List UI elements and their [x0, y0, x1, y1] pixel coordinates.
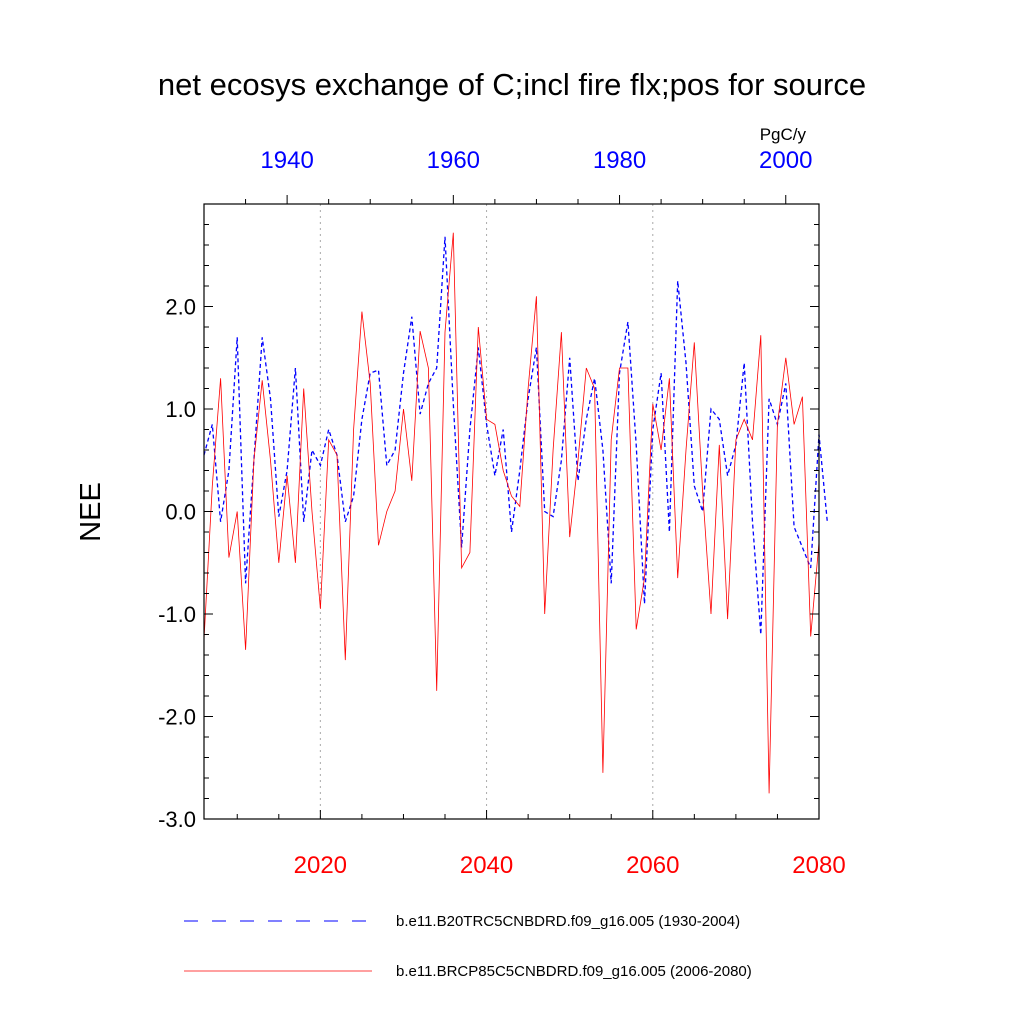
legend-label-2: b.e11.BRCP85C5CNBDRD.f09_g16.005 (2006-2…	[396, 963, 752, 980]
y-axis-label: NEE	[75, 482, 107, 542]
series-line-1	[203, 236, 828, 635]
legend-label-1: b.e11.B20TRC5CNBDRD.f09_g16.005 (1930-20…	[396, 913, 740, 930]
y-tick-label: -3.0	[158, 807, 196, 832]
legend: b.e11.B20TRC5CNBDRD.f09_g16.005 (1930-20…	[184, 913, 752, 980]
grid-lines	[319, 204, 654, 819]
x-bottom-tick-label: 2080	[792, 852, 845, 879]
x-bottom-tick-label: 2060	[626, 852, 679, 879]
y-tick-label: 0.0	[165, 500, 196, 525]
series-lines	[203, 232, 828, 794]
x-top-tick-label: 1940	[260, 147, 313, 174]
x-top-tick-label: 2000	[759, 147, 812, 174]
y-tick-label: 2.0	[165, 295, 196, 320]
x-top-tick-label: 1960	[427, 147, 480, 174]
x-top-tick-label: 1980	[593, 147, 646, 174]
y-tick-label: 1.0	[165, 397, 196, 422]
series-line-2	[203, 232, 820, 794]
units-label: PgC/y	[760, 125, 807, 144]
axes: 2.0 1.0 0.0 -1.0 -2.0 -3.0 2020 2040 2060 2080 194…	[158, 147, 846, 879]
y-tick-label: -2.0	[158, 705, 196, 730]
x-bottom-tick-label: 2020	[294, 852, 347, 879]
chart-title: net ecosys exchange of C;incl fire flx;p…	[158, 67, 866, 102]
x-bottom-tick-label: 2040	[460, 852, 513, 879]
y-tick-label: -1.0	[158, 602, 196, 627]
plot-frame	[203, 203, 820, 820]
